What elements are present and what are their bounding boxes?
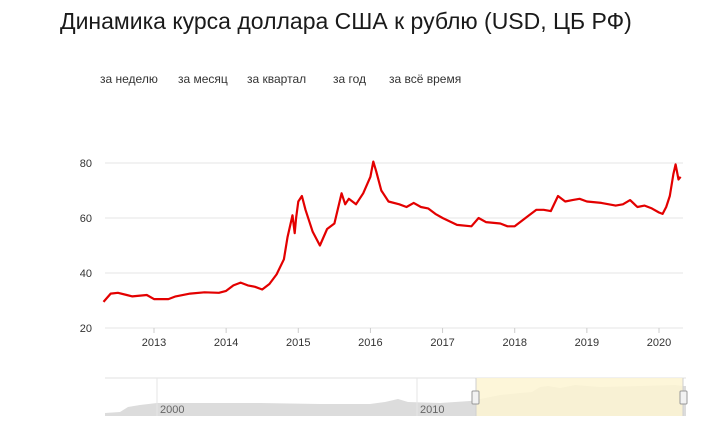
x-tick-label: 2019	[575, 337, 599, 349]
y-tick-label: 80	[80, 158, 92, 170]
navigator-year-label: 2000	[160, 404, 184, 416]
navigator-right-handle[interactable]	[679, 390, 688, 405]
x-tick-label: 2018	[502, 337, 526, 349]
navigator-left-handle[interactable]	[471, 390, 480, 405]
x-tick-label: 2014	[214, 337, 238, 349]
period-all-time-link[interactable]: за всё время	[389, 72, 462, 86]
x-tick-label: 2013	[142, 337, 166, 349]
period-month-link[interactable]: за месяц	[178, 72, 228, 86]
y-tick-label: 20	[80, 323, 92, 335]
navigator-year-label: 2010	[420, 404, 444, 416]
x-tick-label: 2015	[286, 337, 310, 349]
period-week-link[interactable]: за неделю	[100, 72, 158, 86]
x-tick-label: 2017	[430, 337, 454, 349]
page-title: Динамика курса доллара США к рублю (USD,…	[60, 8, 632, 34]
period-quarter-link[interactable]: за квартал	[247, 72, 307, 86]
period-year-link[interactable]: за год	[333, 72, 367, 86]
x-tick-label: 2020	[647, 337, 671, 349]
period-selector: за неделю за месяц за квартал за год за …	[0, 72, 708, 92]
y-tick-label: 40	[80, 268, 92, 280]
usd-rate-line	[102, 160, 682, 303]
y-tick-label: 60	[80, 213, 92, 225]
navigator-selection[interactable]	[476, 378, 683, 416]
x-tick-label: 2016	[358, 337, 382, 349]
